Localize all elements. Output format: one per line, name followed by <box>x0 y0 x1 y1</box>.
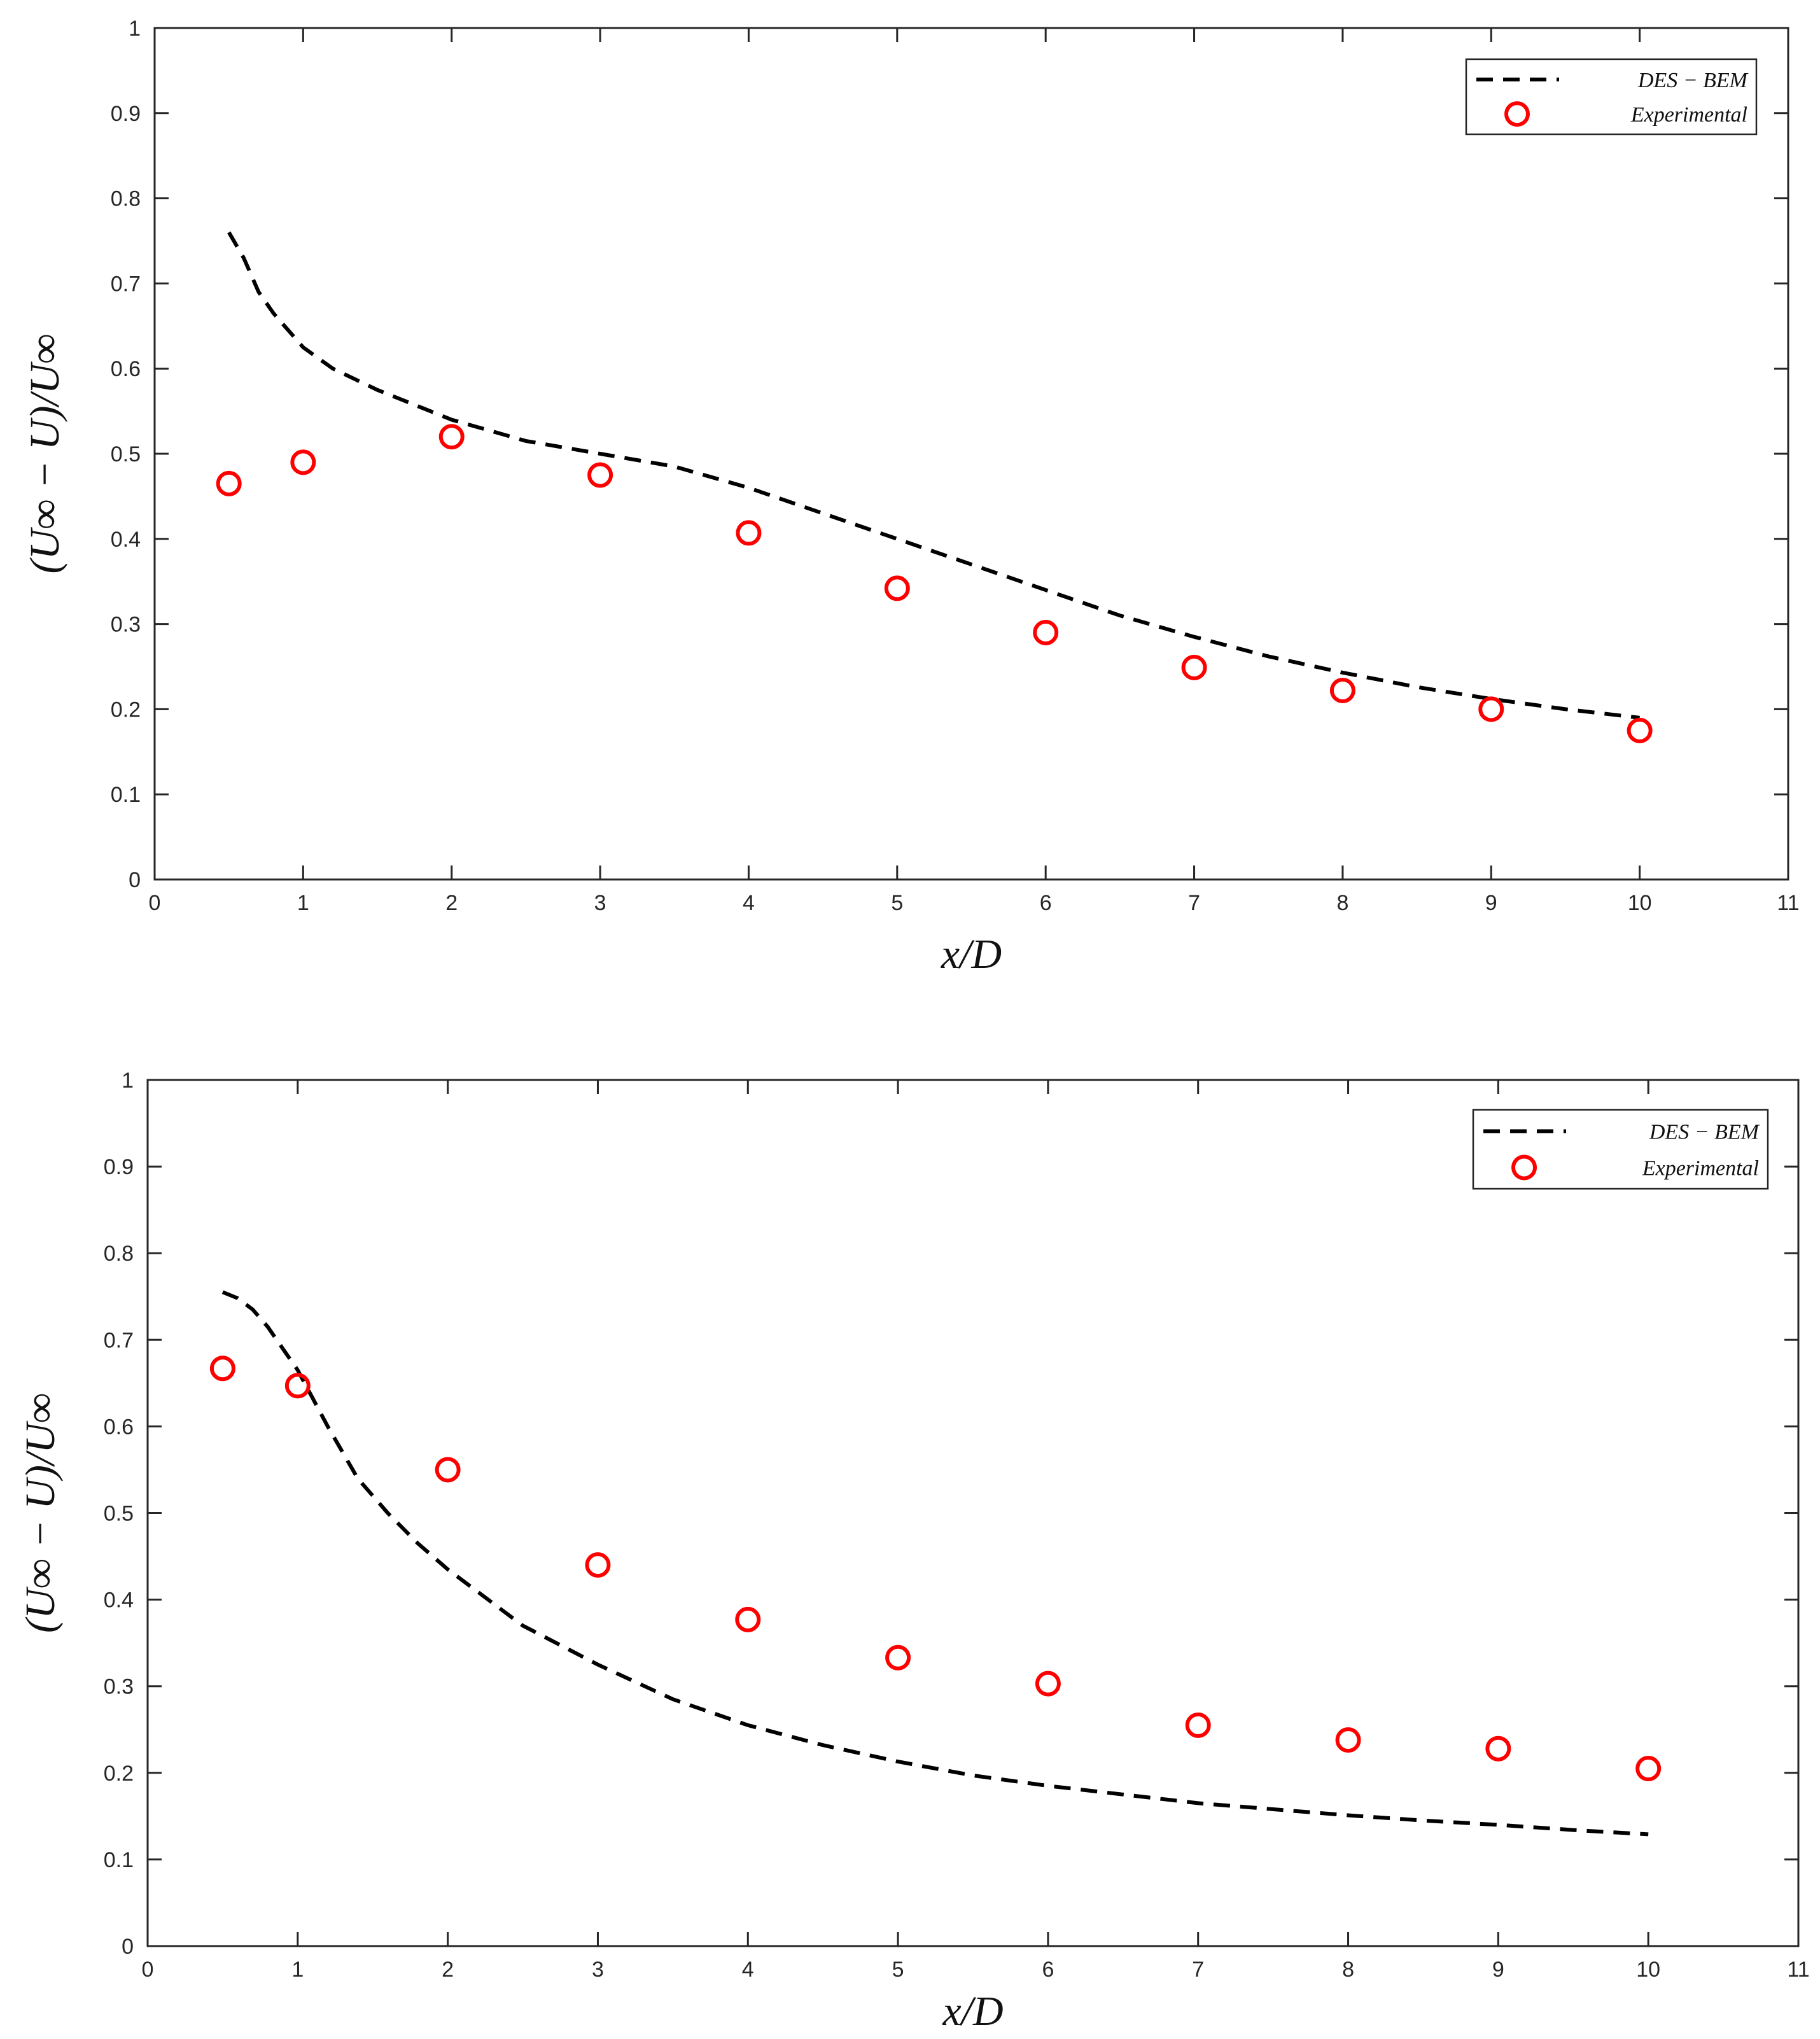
x-tick-label: 5 <box>892 1958 904 1982</box>
x-tick-label: 8 <box>1342 1958 1354 1982</box>
experimental-point <box>1627 717 1653 743</box>
y-tick-label: 1 <box>122 1069 134 1093</box>
y-tick-label: 0.5 <box>111 442 141 466</box>
y-tick-label: 0.5 <box>104 1502 134 1526</box>
experimental-point <box>1033 619 1059 645</box>
experimental-point <box>885 1644 911 1671</box>
y-tick-label: 0.7 <box>111 272 141 296</box>
y-axis-label: (U∞ − U)/U∞ <box>22 334 68 574</box>
y-tick-label: 0.9 <box>104 1155 134 1179</box>
y-tick-label: 0.8 <box>111 187 141 211</box>
y-axis-label: (U∞ − U)/U∞ <box>17 1393 64 1633</box>
y-tick-label: 0.1 <box>104 1848 134 1872</box>
y-tick-label: 0.4 <box>104 1588 134 1613</box>
bottom-panel: 0 1 2 3 4 5 6 7 8 9 10 11 0 0.1 0.2 0.3 0.4 0.5 0.6 0.7 0.8 0… <box>17 1069 1810 2035</box>
x-tick-label: 4 <box>742 1958 754 1982</box>
legend-box <box>1472 1109 1769 1190</box>
y-tick-label: 1 <box>129 17 141 41</box>
y-tick-label: 0 <box>122 1935 134 1959</box>
x-axis-label: x/D <box>942 1988 1003 2035</box>
y-tick-label: 0.9 <box>111 102 141 126</box>
experimental-point <box>1035 1671 1061 1697</box>
y-tick-label: 0.8 <box>104 1242 134 1266</box>
legend-label-experimental: Experimental <box>1642 1157 1759 1181</box>
x-tick-label: 4 <box>743 891 755 915</box>
x-tick-label: 9 <box>1492 1958 1504 1982</box>
axes-frame <box>146 1079 1800 1947</box>
experimental-point <box>1185 1712 1211 1738</box>
experimental-point <box>1181 654 1207 680</box>
legend-marker-swatch <box>1504 101 1530 127</box>
legend: DES − BEM Experimental <box>1472 1109 1769 1190</box>
experimental-point <box>585 1552 611 1578</box>
x-tick-label: 6 <box>1040 891 1052 915</box>
experimental-point <box>209 1356 235 1382</box>
x-tick-label: 8 <box>1336 891 1348 915</box>
x-tick-label: 2 <box>445 891 458 915</box>
experimental-point <box>1485 1735 1511 1762</box>
x-tick-label: 11 <box>1787 1958 1809 1982</box>
y-tick-label: 0.2 <box>111 697 141 722</box>
top-panel: 0 1 2 3 4 5 6 7 8 9 10 11 0 0.1 0.2 0.3 0.4 0.5 0.6 0.7 0.8 0… <box>22 17 1800 977</box>
experimental-point <box>1478 696 1504 722</box>
experimental-point <box>587 462 613 488</box>
legend-label-experimental: Experimental <box>1630 103 1747 127</box>
x-tick-label: 0 <box>142 1958 154 1982</box>
des-bem-line <box>227 231 1640 720</box>
experimental-point <box>1335 1727 1361 1753</box>
x-tick-label: 3 <box>592 1958 604 1982</box>
experimental-point <box>216 470 242 496</box>
legend: DES − BEM Experimental <box>1465 58 1758 136</box>
y-tick-label: 0.6 <box>111 357 141 381</box>
x-tick-label: 7 <box>1192 1958 1204 1982</box>
des-bem-line <box>221 1290 1649 1837</box>
experimental-point <box>884 575 910 601</box>
experimental-point <box>735 1606 761 1632</box>
x-tick-label: 9 <box>1485 891 1497 915</box>
experimental-point <box>1329 677 1355 703</box>
experimental-point <box>438 424 465 450</box>
legend-label-model: DES − BEM <box>1649 1120 1760 1144</box>
y-tick-label: 0.3 <box>111 613 141 637</box>
y-tick-label: 0 <box>129 868 141 892</box>
x-tick-label: 5 <box>891 891 903 915</box>
x-tick-label: 10 <box>1636 1958 1660 1982</box>
y-tick-label: 0.3 <box>104 1675 134 1699</box>
y-tick-label: 0.4 <box>111 528 141 552</box>
x-tick-label: 7 <box>1188 891 1200 915</box>
experimental-point <box>435 1457 461 1483</box>
x-tick-label: 1 <box>297 891 309 915</box>
experimental-point <box>290 449 316 475</box>
x-tick-label: 10 <box>1628 891 1652 915</box>
experimental-point <box>284 1373 311 1399</box>
y-tick-label: 0.1 <box>111 783 141 807</box>
legend-marker-swatch <box>1511 1154 1537 1181</box>
x-tick-label: 6 <box>1042 1958 1054 1982</box>
y-tick-label: 0.2 <box>104 1762 134 1786</box>
x-axis-label: x/D <box>941 931 1002 977</box>
x-tick-label: 1 <box>291 1958 304 1982</box>
axes-frame <box>153 27 1789 881</box>
x-tick-label: 0 <box>149 891 161 915</box>
y-tick-label: 0.6 <box>104 1415 134 1439</box>
y-tick-label: 0.7 <box>104 1328 134 1352</box>
legend-box <box>1465 58 1758 136</box>
experimental-point <box>1635 1755 1662 1781</box>
x-tick-label: 2 <box>442 1958 454 1982</box>
x-tick-label: 3 <box>594 891 606 915</box>
experimental-point <box>736 520 762 546</box>
x-tick-label: 11 <box>1777 891 1799 915</box>
legend-label-model: DES − BEM <box>1637 69 1749 92</box>
